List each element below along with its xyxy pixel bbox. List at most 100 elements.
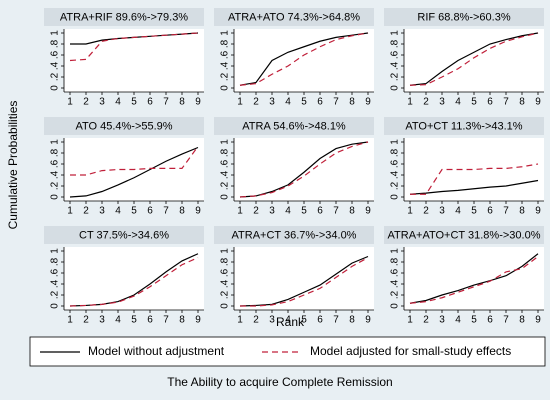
- y-tick-label: .8: [390, 39, 401, 48]
- x-tick-label: 3: [269, 315, 275, 326]
- x-tick-label: 2: [83, 206, 89, 217]
- x-tick-label: 3: [99, 97, 105, 108]
- x-tick-label: 5: [301, 206, 307, 217]
- panel-title: ATRA+ATO+CT 31.8%->30.0%: [388, 229, 541, 241]
- y-tick-label: .4: [390, 170, 401, 179]
- x-tick-label: 2: [253, 97, 259, 108]
- x-tick-label: 1: [237, 206, 243, 217]
- panel-title: ATRA+ATO 74.3%->64.8%: [228, 11, 360, 23]
- x-tick-label: 6: [317, 315, 323, 326]
- y-tick-label: .8: [220, 148, 231, 157]
- y-tick-label: .6: [220, 50, 231, 59]
- caption: The Ability to acquire Complete Remissio…: [167, 375, 392, 389]
- x-tick-label: 5: [471, 97, 477, 108]
- panel-title-band: [214, 226, 374, 244]
- x-tick-label: 4: [285, 97, 291, 108]
- x-tick-label: 6: [317, 97, 323, 108]
- plot-area: [404, 29, 544, 92]
- y-tick-label: .2: [220, 72, 231, 81]
- y-tick-label: .4: [390, 61, 401, 70]
- y-tick-label: 0: [220, 303, 231, 309]
- x-tick-label: 3: [269, 206, 275, 217]
- x-tick-label: 4: [115, 206, 121, 217]
- panel-title: CT 37.5%->34.6%: [79, 229, 169, 241]
- x-tick-label: 8: [349, 315, 355, 326]
- plot-area: [64, 247, 204, 310]
- series-line: [240, 257, 369, 307]
- x-tick-label: 4: [455, 315, 461, 326]
- x-tick-label: 8: [179, 206, 185, 217]
- panel-title: RIF 68.8%->60.3%: [417, 11, 510, 23]
- x-tick-label: 4: [115, 97, 121, 108]
- x-tick-label: 3: [439, 206, 445, 217]
- y-tick-label: .4: [50, 170, 61, 179]
- x-tick-label: 3: [99, 315, 105, 326]
- plot-area: [404, 138, 544, 201]
- x-tick-label: 9: [535, 315, 541, 326]
- x-tick-label: 3: [99, 206, 105, 217]
- x-tick-label: 1: [237, 97, 243, 108]
- x-tick-label: 5: [131, 97, 137, 108]
- y-tick-label: .2: [50, 290, 61, 299]
- y-tick-label: .8: [220, 257, 231, 266]
- x-tick-label: 7: [333, 97, 339, 108]
- panel-title: ATRA 54.6%->48.1%: [242, 120, 346, 132]
- y-tick-label: .4: [50, 279, 61, 288]
- panel-title-band: [214, 8, 374, 26]
- series-line: [410, 163, 539, 195]
- y-tick-label: 1: [390, 139, 401, 145]
- panel-title-band: [44, 8, 204, 26]
- y-tick-label: .2: [390, 181, 401, 190]
- panel-title: ATO+CT 11.3%->43.1%: [405, 120, 522, 132]
- x-tick-label: 1: [407, 206, 413, 217]
- x-tick-label: 9: [365, 315, 371, 326]
- y-tick-label: 1: [220, 139, 231, 145]
- x-tick-label: 9: [195, 206, 201, 217]
- x-tick-label: 4: [115, 315, 121, 326]
- y-tick-label: 0: [50, 194, 61, 200]
- x-tick-label: 7: [163, 97, 169, 108]
- y-tick-label: 0: [50, 303, 61, 309]
- x-tick-label: 4: [455, 97, 461, 108]
- x-tick-label: 2: [253, 315, 259, 326]
- y-tick-label: .8: [220, 39, 231, 48]
- x-tick-label: 3: [439, 315, 445, 326]
- series-line: [409, 179, 539, 195]
- x-tick-label: 3: [439, 97, 445, 108]
- series-line: [409, 256, 539, 304]
- x-tick-label: 8: [179, 315, 185, 326]
- panel-title-band: [384, 117, 544, 135]
- x-tick-label: 4: [285, 315, 291, 326]
- x-tick-label: 7: [333, 315, 339, 326]
- x-tick-label: 7: [163, 315, 169, 326]
- y-tick-label: .2: [390, 290, 401, 299]
- x-tick-label: 1: [237, 315, 243, 326]
- y-tick-label: 1: [390, 248, 401, 254]
- y-tick-label: .2: [50, 181, 61, 190]
- panel-title: ATRA+CT 36.7%->34.0%: [232, 229, 357, 241]
- x-tick-label: 7: [503, 97, 509, 108]
- y-tick-label: .6: [50, 159, 61, 168]
- series-line: [409, 32, 539, 86]
- y-tick-label: 1: [220, 248, 231, 254]
- y-tick-label: .2: [220, 290, 231, 299]
- series-line: [409, 32, 539, 86]
- y-tick-label: 1: [390, 30, 401, 36]
- x-tick-label: 1: [407, 315, 413, 326]
- x-tick-label: 9: [365, 206, 371, 217]
- y-tick-label: .8: [50, 257, 61, 266]
- panel-title-band: [384, 8, 544, 26]
- x-tick-label: 4: [455, 206, 461, 217]
- panel-title: ATO 45.4%->55.9%: [75, 120, 172, 132]
- x-tick-label: 2: [83, 97, 89, 108]
- panel-title-band: [44, 226, 204, 244]
- x-tick-label: 1: [407, 97, 413, 108]
- x-tick-label: 6: [487, 97, 493, 108]
- x-tick-label: 2: [253, 206, 259, 217]
- series-line: [69, 146, 199, 198]
- series-line: [239, 141, 369, 198]
- x-tick-label: 9: [195, 97, 201, 108]
- x-tick-label: 6: [147, 315, 153, 326]
- x-tick-label: 2: [423, 206, 429, 217]
- y-tick-label: .8: [390, 148, 401, 157]
